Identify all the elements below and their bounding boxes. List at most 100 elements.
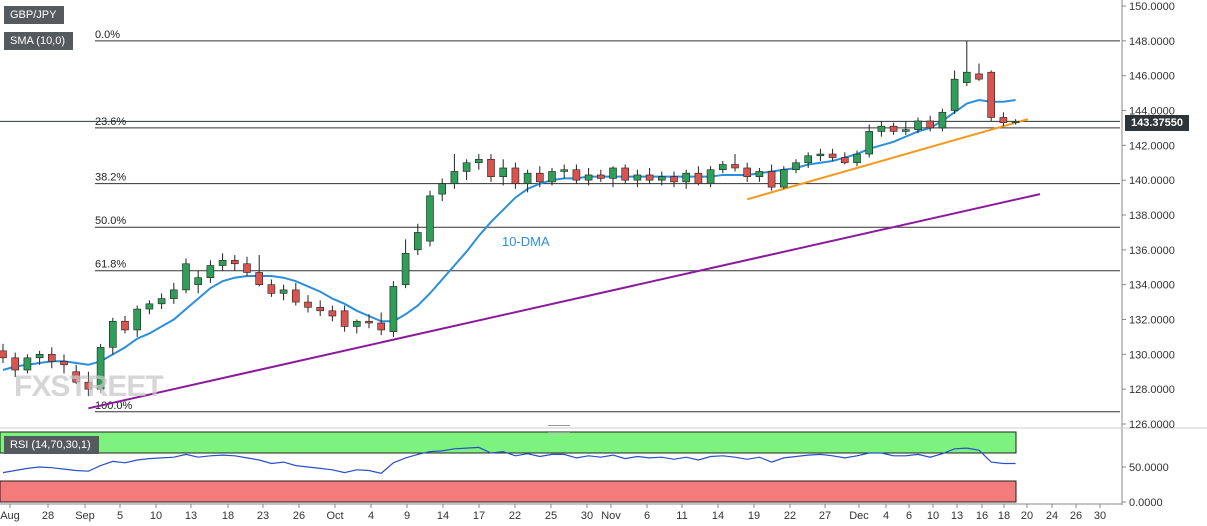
price-tick-label: 150.0000 (1129, 1, 1175, 13)
candle (96, 343, 105, 393)
candle-body (206, 265, 215, 278)
candle (352, 319, 361, 334)
candle (914, 117, 922, 134)
candle-body (352, 320, 361, 327)
candle (682, 169, 691, 189)
candle-body (755, 171, 764, 177)
candle-body (157, 298, 166, 305)
rsi-tick-label: 0.0000 (1129, 497, 1163, 509)
date-tick-label: Nov (601, 510, 621, 522)
candle (60, 354, 68, 374)
date-tick-label: 14 (437, 510, 449, 522)
candle-body (401, 253, 410, 285)
candle (560, 164, 569, 179)
date-tick-label: 16 (976, 510, 988, 522)
sma-indicator-label[interactable]: SMA (10,0) (4, 32, 74, 50)
candle (450, 154, 459, 189)
candle-body (682, 172, 691, 183)
candle-body (182, 263, 190, 291)
candle-body (84, 381, 93, 390)
candle (853, 150, 861, 167)
candle (499, 159, 508, 186)
candle (304, 295, 312, 313)
candle (584, 167, 593, 186)
candle-body (718, 164, 727, 171)
candle-body (987, 71, 996, 118)
fib-label: 38.2% (95, 172, 126, 184)
candle (23, 354, 32, 374)
candle (35, 350, 44, 365)
date-tick-label: 26 (293, 510, 305, 522)
candles-layer (0, 40, 1020, 397)
candle (377, 312, 386, 336)
candle (279, 284, 288, 301)
candle (255, 255, 263, 287)
price-tick-label: 142.0000 (1129, 140, 1175, 152)
price-tick-label: 144.0000 (1129, 106, 1175, 118)
candle-body (450, 171, 459, 184)
candle-body (633, 174, 642, 181)
candle (365, 314, 373, 329)
candle (572, 164, 581, 184)
candle-body (267, 284, 276, 294)
candle-body (109, 320, 117, 348)
candle-body (304, 301, 312, 308)
candle (267, 279, 276, 297)
price-tick-label: 126.0000 (1129, 419, 1175, 431)
candle (657, 171, 666, 186)
last-price-tag: 143.37550 (1125, 115, 1189, 131)
candle (291, 282, 300, 306)
date-tick-label: 9 (404, 510, 410, 522)
candle (487, 154, 495, 182)
date-tick-label: 4 (883, 510, 889, 522)
panel-resize-handle[interactable] (548, 425, 570, 433)
date-tick-label: Sep (75, 510, 95, 522)
candle (816, 148, 825, 162)
candle-body (767, 171, 776, 188)
candle (645, 167, 654, 184)
date-tick-label: 18 (222, 510, 234, 522)
price-tick-label: 146.0000 (1129, 71, 1175, 83)
candle (743, 162, 752, 182)
candle (121, 316, 129, 334)
symbol-label-text: GBP/JPY (10, 9, 57, 21)
trendlines-layer (88, 118, 1041, 410)
date-tick-label: 22 (509, 510, 521, 522)
candle (938, 108, 947, 132)
date-tick-label: 10 (927, 510, 939, 522)
candle-body (426, 195, 434, 242)
date-tick-label: 28 (42, 510, 54, 522)
candle (47, 347, 56, 369)
candle-body (596, 174, 605, 179)
date-tick-label: 13 (185, 510, 197, 522)
date-tick-label: 18 (998, 510, 1010, 522)
candle-body (474, 158, 483, 164)
candle (694, 166, 703, 186)
candle-body (1011, 120, 1020, 123)
candle (170, 282, 178, 304)
candle-body (243, 263, 251, 273)
candle (548, 167, 556, 186)
candle (889, 122, 898, 135)
fib-label: 23.6% (95, 116, 126, 128)
candle (621, 164, 630, 184)
symbol-label[interactable]: GBP/JPY (4, 6, 65, 24)
dma-annotation: 10-DMA (502, 234, 550, 249)
candle-body (291, 289, 300, 303)
date-tick-label: 27 (819, 510, 831, 522)
candle-body (828, 153, 837, 158)
rsi-indicator-label[interactable]: RSI (14,70,30,1) (4, 436, 99, 454)
candle-body (487, 158, 495, 177)
candle-body (47, 354, 56, 362)
candle (231, 255, 239, 271)
candle-body (170, 289, 178, 299)
candle (779, 166, 788, 189)
candle (901, 120, 910, 135)
price-tick-label: 138.0000 (1129, 210, 1175, 222)
candle (962, 40, 971, 87)
date-tick-label: 30 (1094, 510, 1106, 522)
candle-body (328, 310, 337, 317)
candle-body (706, 169, 715, 184)
candle (218, 253, 227, 271)
candle-body (523, 172, 532, 184)
